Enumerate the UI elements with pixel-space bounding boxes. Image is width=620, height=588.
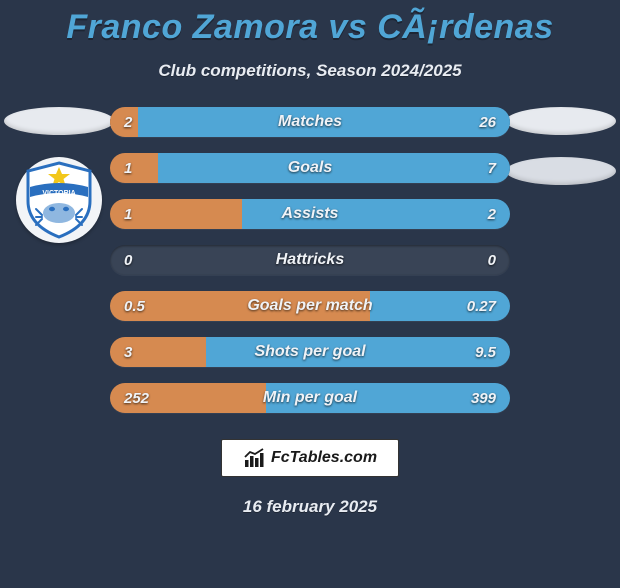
stat-row: 0.50.27Goals per match <box>110 291 510 321</box>
page-title: Franco Zamora vs CÃ¡rdenas <box>0 8 620 47</box>
stat-row: 0 0Hattricks <box>110 245 510 275</box>
stat-row: 17Goals <box>110 153 510 183</box>
svg-text:VICTORIA: VICTORIA <box>42 190 75 197</box>
stat-row: 252399Min per goal <box>110 383 510 413</box>
stat-fill-left <box>110 383 266 413</box>
brand-box: FcTables.com <box>221 439 399 477</box>
stat-row: 12Assists <box>110 199 510 229</box>
stat-bars: 226Matches 17Goals 12Assists 0 0Hattricks 0.5… <box>110 107 510 413</box>
date-line: 16 february 2025 <box>0 497 620 517</box>
brand-label: FcTables.com <box>271 449 377 467</box>
player-right-ellipse-1 <box>506 107 616 135</box>
stat-fill-right <box>206 337 510 367</box>
stat-fill-right <box>138 107 510 137</box>
brand-chart-icon <box>243 447 265 469</box>
stat-fill-right <box>370 291 510 321</box>
subtitle: Club competitions, Season 2024/2025 <box>0 61 620 81</box>
stat-fill-left <box>110 291 370 321</box>
stat-value-left: 0 <box>110 245 146 275</box>
player-left-ellipse <box>4 107 114 135</box>
stat-fill-left <box>110 199 242 229</box>
comparison-stage: VICTORIA 226Matches 17Goals 12Assists 0 0Hat… <box>0 107 620 413</box>
stat-value-right: 0 <box>474 245 510 275</box>
club-badge-left: VICTORIA <box>16 157 102 243</box>
right-badge-column <box>506 107 616 185</box>
stat-fill-left <box>110 337 206 367</box>
stat-row: 226Matches <box>110 107 510 137</box>
left-badge-column: VICTORIA <box>4 107 114 243</box>
stat-fill-right <box>158 153 510 183</box>
stat-fill-left <box>110 107 138 137</box>
stat-fill-right <box>266 383 510 413</box>
stat-label: Hattricks <box>110 245 510 275</box>
stat-row: 39.5Shots per goal <box>110 337 510 367</box>
stat-fill-right <box>242 199 510 229</box>
stat-fill-left <box>110 153 158 183</box>
club-crest-icon: VICTORIA <box>16 157 102 243</box>
player-right-ellipse-2 <box>506 157 616 185</box>
